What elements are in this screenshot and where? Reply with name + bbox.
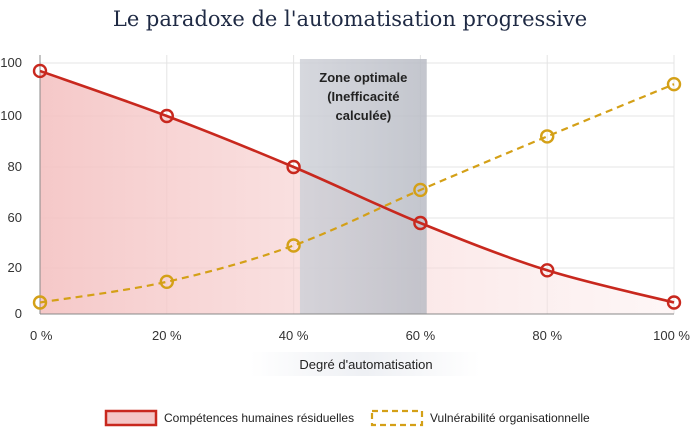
y-tick-label: 100 — [0, 55, 22, 70]
legend-swatch-vulnerabilite — [370, 409, 424, 427]
legend-label-competences: Compétences humaines résiduelles — [164, 411, 354, 425]
legend-swatch-competences — [104, 409, 158, 427]
y-tick-label: 0 — [15, 306, 22, 321]
x-axis-label: Degré d'automatisation — [299, 357, 432, 372]
zone-annotation-line: (Inefficacité — [327, 89, 399, 104]
vulnerabilite-point — [540, 129, 555, 144]
competences-line — [39, 69, 675, 304]
vulnerabilite-point — [159, 274, 175, 289]
x-tick-label: 40 % — [279, 328, 309, 343]
chart-title: Le paradoxe de l'automatisation progress… — [113, 7, 587, 31]
competences-point — [666, 295, 682, 310]
x-axis-label-background — [250, 352, 480, 376]
zone-annotation-line: Zone optimale — [319, 70, 407, 85]
x-tick-label: 80 % — [532, 328, 562, 343]
vulnerabilite-point — [32, 295, 48, 310]
axes: 100 100 80 60 20 0 0 % 20 % 40 % 60 % 80 % 100 % — [0, 55, 690, 343]
y-tick-label: 20 — [8, 260, 22, 275]
vulnerabilite-line — [39, 83, 675, 304]
x-tick-label: 0 % — [30, 328, 53, 343]
area-layer — [40, 70, 674, 314]
competences-point — [286, 159, 301, 175]
y-tick-label: 100 — [0, 108, 22, 123]
competences-point — [159, 108, 175, 124]
legend-label-vulnerabilite: Vulnérabilité organisationnelle — [430, 411, 590, 425]
x-tick-label: 100 % — [653, 328, 690, 343]
vulnerabilite-point — [666, 76, 682, 92]
vulnerabilite-point — [286, 238, 301, 253]
x-tick-label: 60 % — [406, 328, 436, 343]
competences-area — [40, 70, 674, 314]
y-tick-label: 80 — [8, 159, 22, 174]
y-tick-label: 60 — [8, 210, 22, 225]
zone-annotation-line: calculée) — [336, 108, 392, 123]
competences-point — [540, 263, 555, 278]
optimal-zone-band — [299, 59, 427, 314]
competences-point — [32, 63, 48, 79]
vulnerabilite-point — [413, 182, 428, 198]
competences-point — [413, 215, 428, 231]
optimal-zone: Zone optimale (Inefficacité calculée) — [299, 59, 427, 314]
x-tick-label: 20 % — [152, 328, 182, 343]
series-layer — [32, 63, 682, 310]
legend: Compétences humaines résiduelles Vulnéra… — [104, 409, 590, 427]
